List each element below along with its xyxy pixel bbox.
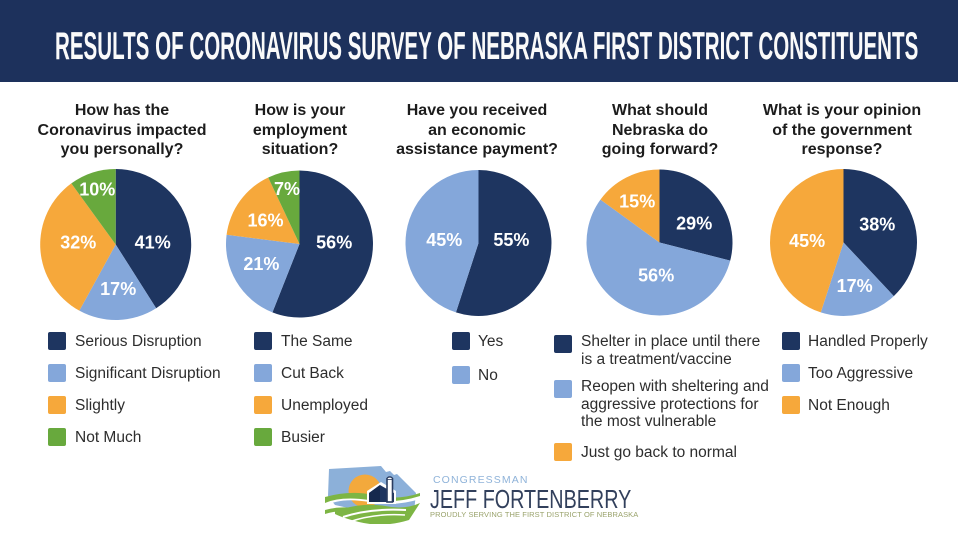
- svg-text:41%: 41%: [135, 232, 171, 252]
- svg-text:32%: 32%: [60, 232, 96, 252]
- svg-text:45%: 45%: [789, 231, 825, 251]
- svg-text:55%: 55%: [493, 230, 529, 250]
- svg-text:15%: 15%: [619, 192, 655, 212]
- svg-text:10%: 10%: [79, 180, 115, 200]
- svg-text:17%: 17%: [100, 279, 136, 299]
- svg-text:29%: 29%: [676, 214, 712, 234]
- svg-text:45%: 45%: [426, 230, 462, 250]
- svg-text:21%: 21%: [243, 254, 279, 274]
- svg-text:38%: 38%: [859, 214, 895, 234]
- svg-text:56%: 56%: [638, 266, 674, 286]
- svg-text:17%: 17%: [837, 276, 873, 296]
- svg-text:7%: 7%: [274, 179, 300, 199]
- svg-text:56%: 56%: [316, 233, 352, 253]
- svg-text:16%: 16%: [247, 211, 283, 231]
